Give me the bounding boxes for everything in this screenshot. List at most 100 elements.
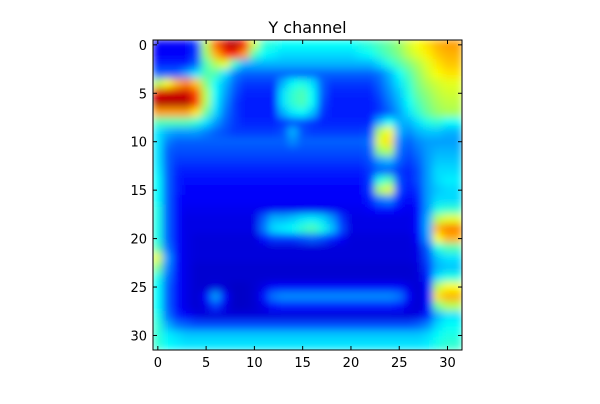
heatmap-cell	[200, 146, 212, 157]
heatmap-cell	[220, 107, 231, 118]
heatmap-cell	[374, 165, 386, 176]
heatmap-cell	[326, 155, 337, 167]
heatmap-cell	[374, 291, 386, 302]
heatmap-cell	[403, 330, 415, 341]
heatmap-cell	[287, 126, 299, 138]
heatmap-cell	[181, 146, 192, 157]
heatmap-cell	[229, 175, 241, 186]
heatmap-cell	[336, 185, 347, 196]
heatmap-cell	[345, 88, 357, 99]
heatmap-cell	[297, 310, 308, 322]
heatmap-cell	[220, 291, 231, 302]
heatmap-cell	[258, 68, 270, 80]
heatmap-cell	[384, 214, 395, 225]
heatmap-cell	[229, 117, 241, 128]
heatmap-cell	[268, 281, 279, 293]
heatmap-cell	[336, 204, 347, 215]
heatmap-cell	[287, 117, 299, 128]
heatmap-cell	[307, 301, 318, 312]
heatmap-cell	[365, 243, 376, 254]
heatmap-cell	[384, 262, 395, 273]
heatmap-cell	[153, 97, 163, 109]
heatmap-cell	[423, 214, 434, 225]
heatmap-cell	[229, 107, 241, 118]
heatmap-cell	[413, 68, 424, 80]
heatmap-cell	[258, 117, 270, 128]
heatmap-cell	[172, 185, 183, 196]
heatmap-cell	[374, 243, 386, 254]
heatmap-cell	[297, 291, 308, 302]
heatmap-cell	[442, 185, 453, 196]
heatmap-cell	[210, 88, 221, 99]
heatmap-cell	[394, 165, 405, 176]
heatmap-cell	[162, 272, 173, 283]
heatmap-cell	[355, 262, 366, 273]
heatmap-cell	[172, 136, 183, 147]
heatmap-cell	[153, 310, 163, 322]
heatmap-cell	[442, 68, 453, 80]
heatmap-cell	[220, 175, 231, 186]
heatmap-cell	[162, 78, 173, 89]
heatmap-cell	[307, 155, 318, 167]
heatmap-cell	[413, 233, 424, 244]
heatmap-cell	[239, 78, 250, 89]
heatmap-cell	[181, 97, 192, 109]
heatmap-cell	[229, 49, 241, 60]
heatmap-cell	[239, 68, 250, 80]
heatmap-cell	[153, 126, 163, 138]
heatmap-cell	[384, 233, 395, 244]
heatmap-cell	[258, 301, 270, 312]
heatmap-cell	[452, 165, 462, 176]
heatmap-cell	[384, 340, 395, 350]
heatmap-cell	[258, 107, 270, 118]
heatmap-cell	[172, 155, 183, 167]
heatmap-cell	[316, 310, 328, 322]
heatmap-cell	[307, 204, 318, 215]
heatmap-cell	[355, 155, 366, 167]
heatmap-cell	[316, 262, 328, 273]
heatmap-cell	[200, 117, 212, 128]
heatmap-cell	[403, 146, 415, 157]
heatmap-cell	[268, 68, 279, 80]
y-tick-label: 10	[130, 136, 147, 151]
heatmap-cell	[365, 281, 376, 293]
heatmap-cell	[220, 59, 231, 70]
heatmap-cell	[316, 214, 328, 225]
heatmap-cell	[210, 117, 221, 128]
heatmap-cell	[220, 262, 231, 273]
heatmap-cell	[452, 340, 462, 350]
heatmap-cell	[210, 223, 221, 235]
heatmap-cell	[278, 330, 289, 341]
heatmap-cell	[249, 165, 260, 176]
heatmap-cell	[316, 204, 328, 215]
heatmap-cell	[181, 291, 192, 302]
heatmap-cell	[403, 165, 415, 176]
heatmap-cell	[278, 78, 289, 89]
heatmap-cell	[200, 194, 212, 205]
heatmap-cell	[287, 252, 299, 264]
heatmap-cell	[316, 223, 328, 235]
heatmap-cell	[239, 281, 250, 293]
heatmap-cell	[413, 155, 424, 167]
heatmap-cell	[403, 136, 415, 147]
heatmap-cell	[249, 68, 260, 80]
heatmap-cell	[452, 59, 462, 70]
heatmap-cell	[442, 223, 453, 235]
heatmap-cell	[316, 68, 328, 80]
heatmap-cell	[423, 146, 434, 157]
heatmap-cell	[403, 301, 415, 312]
heatmap-cell	[384, 281, 395, 293]
heatmap-cell	[452, 155, 462, 167]
heatmap-cell	[413, 272, 424, 283]
heatmap-cell	[307, 117, 318, 128]
heatmap-cell	[191, 214, 202, 225]
heatmap-cell	[258, 49, 270, 60]
heatmap-cell	[336, 262, 347, 273]
heatmap-cell	[249, 78, 260, 89]
heatmap-cell	[413, 223, 424, 235]
heatmap-cell	[326, 185, 337, 196]
heatmap-cell	[336, 88, 347, 99]
heatmap-cell	[345, 340, 357, 350]
heatmap-cell	[268, 175, 279, 186]
heatmap-cell	[278, 49, 289, 60]
